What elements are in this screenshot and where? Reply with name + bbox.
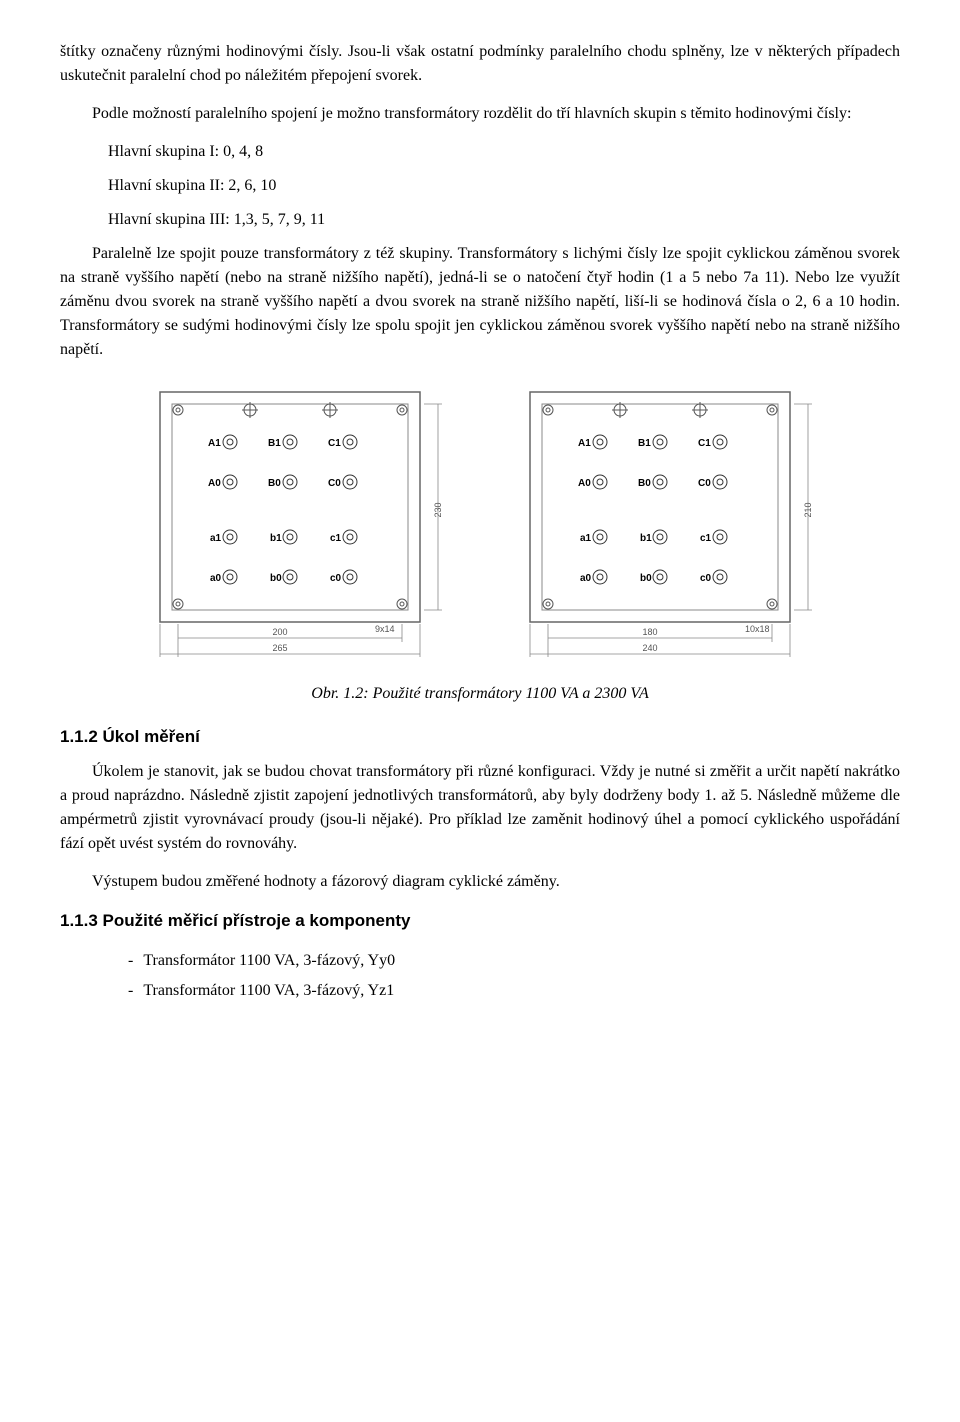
list-item: Transformátor 1100 VA, 3-fázový, Yy0 xyxy=(148,949,900,973)
terminal-label: B0 xyxy=(638,478,651,489)
dim-label: 200 xyxy=(272,627,287,637)
dim-label: 265 xyxy=(272,643,287,653)
group-line: Hlavní skupina I: 0, 4, 8 xyxy=(108,140,900,164)
dim-label: 240 xyxy=(642,643,657,653)
terminal-label: a0 xyxy=(210,573,222,584)
figure-caption: Obr. 1.2: Použité transformátory 1100 VA… xyxy=(60,682,900,706)
terminal-label: c1 xyxy=(700,533,712,544)
terminal-label: C1 xyxy=(328,438,341,449)
dim-label: 230 xyxy=(433,502,443,517)
terminal-label: c1 xyxy=(330,533,342,544)
terminal-label: C0 xyxy=(328,478,341,489)
terminal-label: b1 xyxy=(640,533,652,544)
terminal-label: C0 xyxy=(698,478,711,489)
group-line: Hlavní skupina III: 1,3, 5, 7, 9, 11 xyxy=(108,208,900,232)
paragraph: štítky označeny různými hodinovými čísly… xyxy=(60,40,900,88)
section-heading-task: 1.1.2 Úkol měření xyxy=(60,724,900,750)
terminal-label: B0 xyxy=(268,478,281,489)
paragraph: Podle možností paralelního spojení je mo… xyxy=(60,102,900,126)
terminal-label: b0 xyxy=(640,573,652,584)
group-line: Hlavní skupina II: 2, 6, 10 xyxy=(108,174,900,198)
dim-label: 210 xyxy=(803,502,813,517)
list-item: Transformátor 1100 VA, 3-fázový, Yz1 xyxy=(148,979,900,1003)
terminal-label: B1 xyxy=(268,438,281,449)
terminal-label: A1 xyxy=(208,438,221,449)
terminal-label: b1 xyxy=(270,533,282,544)
section-heading-instruments: 1.1.3 Použité měřicí přístroje a kompone… xyxy=(60,908,900,934)
figure-row: A1 B1 C1 A0 B0 C0 a1 b1 c1 a0 b0 c0 200 … xyxy=(60,382,900,672)
terminal-label: B1 xyxy=(638,438,651,449)
transformer-left-diagram: A1 B1 C1 A0 B0 C0 a1 b1 c1 a0 b0 c0 200 … xyxy=(130,382,460,672)
paragraph: Výstupem budou změřené hodnoty a fázorov… xyxy=(60,870,900,894)
terminal-label: C1 xyxy=(698,438,711,449)
dim-label: 10x18 xyxy=(745,624,770,634)
paragraph: Paralelně lze spojit pouze transformátor… xyxy=(60,242,900,362)
dim-label: 180 xyxy=(642,627,657,637)
terminal-label: c0 xyxy=(330,573,342,584)
terminal-label: A1 xyxy=(578,438,591,449)
dim-label: 9x14 xyxy=(375,624,395,634)
terminal-label: A0 xyxy=(578,478,591,489)
paragraph: Úkolem je stanovit, jak se budou chovat … xyxy=(60,760,900,856)
terminal-label: A0 xyxy=(208,478,221,489)
terminal-label: c0 xyxy=(700,573,712,584)
instrument-list: Transformátor 1100 VA, 3-fázový, Yy0 Tra… xyxy=(108,949,900,1003)
terminal-label: b0 xyxy=(270,573,282,584)
terminal-label: a1 xyxy=(580,533,592,544)
transformer-right-diagram: A1 B1 C1 A0 B0 C0 a1 b1 c1 a0 b0 c0 180 … xyxy=(500,382,830,672)
terminal-label: a0 xyxy=(580,573,592,584)
terminal-label: a1 xyxy=(210,533,222,544)
